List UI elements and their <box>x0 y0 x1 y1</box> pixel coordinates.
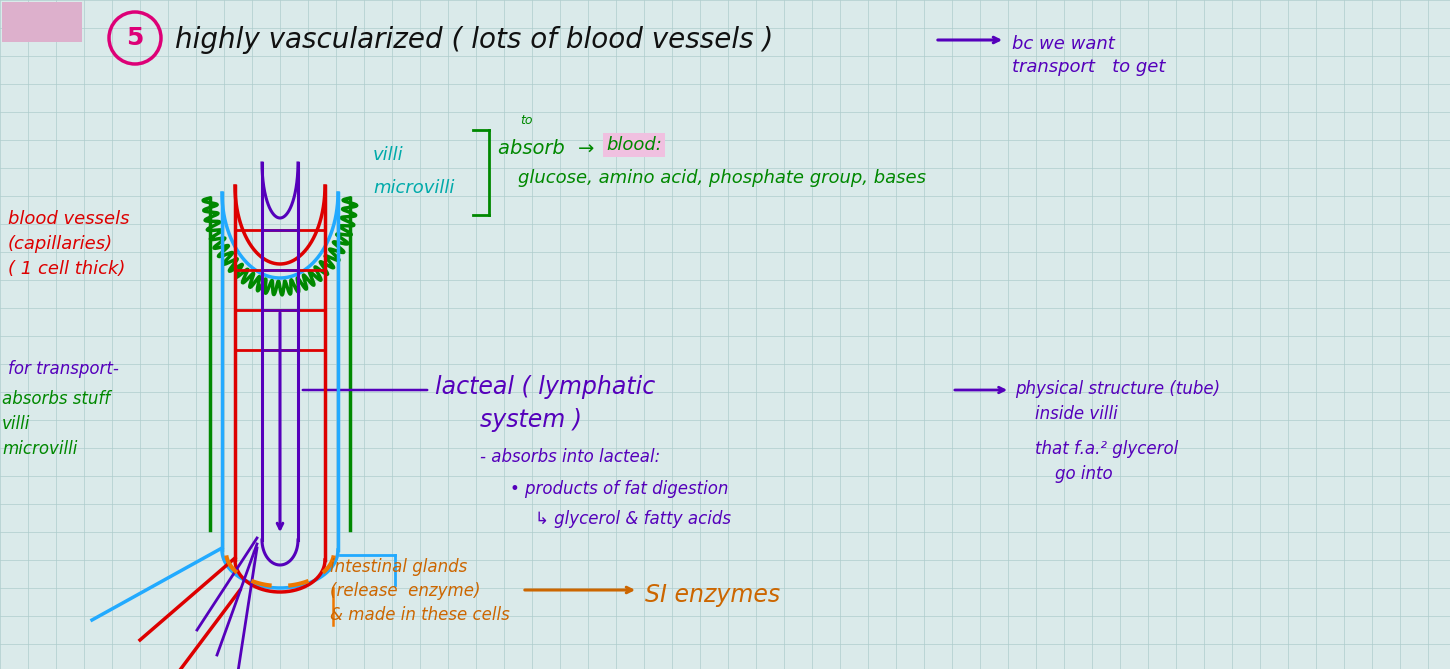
Text: • products of fat digestion: • products of fat digestion <box>510 480 728 498</box>
Text: blood vessels
(capillaries)
( 1 cell thick): blood vessels (capillaries) ( 1 cell thi… <box>9 210 129 278</box>
Text: glucose, amino acid, phosphate group, bases: glucose, amino acid, phosphate group, ba… <box>518 169 927 187</box>
Text: bc we want: bc we want <box>1012 35 1115 53</box>
Text: that f.a.² glycerol: that f.a.² glycerol <box>1035 440 1179 458</box>
Text: system ): system ) <box>480 408 581 432</box>
FancyBboxPatch shape <box>1 2 83 42</box>
Text: highly vascularized ( lots of blood vessels ): highly vascularized ( lots of blood vess… <box>175 26 773 54</box>
Text: SI enzymes: SI enzymes <box>645 583 780 607</box>
Text: physical structure (tube): physical structure (tube) <box>1015 380 1219 398</box>
Text: ↳ glycerol & fatty acids: ↳ glycerol & fatty acids <box>535 510 731 528</box>
Text: for transport-: for transport- <box>9 360 119 378</box>
Text: (release  enzyme): (release enzyme) <box>331 582 480 600</box>
Text: blood:: blood: <box>606 136 661 154</box>
Text: lacteal ( lymphatic: lacteal ( lymphatic <box>435 375 655 399</box>
Text: →: → <box>579 138 608 157</box>
Text: microvilli: microvilli <box>373 179 454 197</box>
Text: absorbs stuff
villi
microvilli: absorbs stuff villi microvilli <box>1 390 110 458</box>
Text: villi: villi <box>373 146 403 164</box>
Text: transport   to get: transport to get <box>1012 58 1166 76</box>
Text: & made in these cells: & made in these cells <box>331 606 510 624</box>
Text: inside villi: inside villi <box>1035 405 1118 423</box>
Text: - absorbs into lacteal:: - absorbs into lacteal: <box>480 448 660 466</box>
Text: go into: go into <box>1056 465 1112 483</box>
Text: absorb: absorb <box>497 138 571 157</box>
Text: 5: 5 <box>126 26 144 50</box>
Text: to: to <box>521 114 532 126</box>
Text: intestinal glands: intestinal glands <box>331 558 467 576</box>
